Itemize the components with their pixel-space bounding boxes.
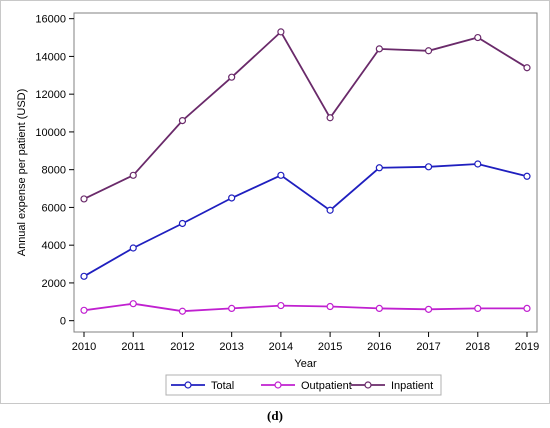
data-point-total: [80, 272, 88, 280]
y-tick-label: 2000: [42, 278, 66, 290]
data-point-total: [277, 171, 285, 179]
data-point-outpatient: [523, 304, 531, 313]
data-point-inpatient: [228, 73, 236, 81]
x-axis-title: Year: [294, 358, 317, 370]
plot-area: [73, 12, 538, 333]
y-tick-label: 4000: [42, 240, 66, 252]
y-tick-label: 14000: [35, 51, 66, 63]
x-tick-label: 2018: [466, 341, 490, 353]
data-point-total: [375, 164, 383, 172]
chart-frame: 0 2000 4000 6000 8000 10000 12000 14000 16000 20…: [0, 0, 550, 404]
legend: Total Outpatient Inpatient: [171, 380, 433, 392]
data-point-inpatient: [474, 33, 482, 42]
data-point-inpatient: [326, 114, 334, 122]
series-line-outpatient: [83, 302, 527, 313]
y-tick-label: 10000: [35, 127, 66, 139]
x-tick-label: 2011: [121, 341, 145, 353]
y-axis-title: Annual expense per patient (USD): [16, 89, 28, 257]
data-point-inpatient: [178, 116, 187, 125]
data-point-outpatient: [228, 304, 236, 313]
data-point-outpatient: [178, 307, 187, 315]
data-point-outpatient: [375, 304, 383, 313]
data-point-outpatient: [277, 301, 285, 310]
data-point-inpatient: [277, 28, 285, 36]
data-point-total: [178, 219, 187, 228]
data-point-outpatient: [129, 300, 137, 308]
data-point-outpatient: [474, 304, 482, 313]
data-point-total: [326, 206, 334, 214]
data-point-outpatient: [326, 302, 334, 311]
y-tick-label: 6000: [42, 202, 66, 214]
data-point-outpatient: [80, 306, 88, 314]
data-point-total: [424, 163, 433, 171]
data-point-inpatient: [424, 47, 433, 55]
legend-marker-inpatient: [364, 381, 372, 389]
x-tick-label: 2016: [367, 341, 391, 353]
line-chart: 0 2000 4000 6000 8000 10000 12000 14000 16000 20…: [16, 12, 539, 396]
x-tick-label: 2019: [515, 341, 539, 353]
x-tick-label: 2017: [416, 341, 440, 353]
series-layer: [80, 28, 531, 315]
x-tick-label: 2012: [170, 341, 194, 353]
legend-marker-total: [184, 381, 192, 389]
data-point-total: [228, 194, 236, 202]
data-point-total: [129, 244, 137, 252]
series-line-inpatient: [83, 30, 528, 200]
y-tick-label: 0: [60, 316, 66, 328]
legend-marker-outpatient: [274, 381, 282, 389]
data-point-inpatient: [375, 45, 383, 53]
series-line-total: [83, 163, 528, 278]
data-point-inpatient: [523, 64, 531, 72]
data-point-inpatient: [80, 195, 88, 203]
data-point-inpatient: [129, 171, 137, 179]
x-tick-label: 2010: [72, 341, 96, 353]
legend-box: [165, 374, 442, 396]
y-tick-label: 12000: [35, 89, 66, 101]
legend-label-total: Total: [211, 380, 234, 392]
data-point-outpatient: [424, 305, 433, 313]
y-axis: 0 2000 4000 6000 8000 10000 12000 14000 16000: [35, 14, 74, 328]
y-tick-label: 8000: [42, 165, 66, 177]
legend-label-outpatient: Outpatient: [301, 380, 352, 392]
panel-label: (d): [267, 408, 283, 423]
legend-label-inpatient: Inpatient: [391, 380, 433, 392]
data-point-total: [474, 160, 482, 168]
y-tick-label: 16000: [35, 14, 66, 26]
x-tick-label: 2015: [318, 341, 342, 353]
x-tick-label: 2013: [219, 341, 243, 353]
x-tick-label: 2014: [269, 341, 293, 353]
x-axis: 2010 2011 2012 2013 2014 2015 2016 2017 2018 2019: [72, 332, 539, 353]
data-point-total: [523, 172, 531, 180]
